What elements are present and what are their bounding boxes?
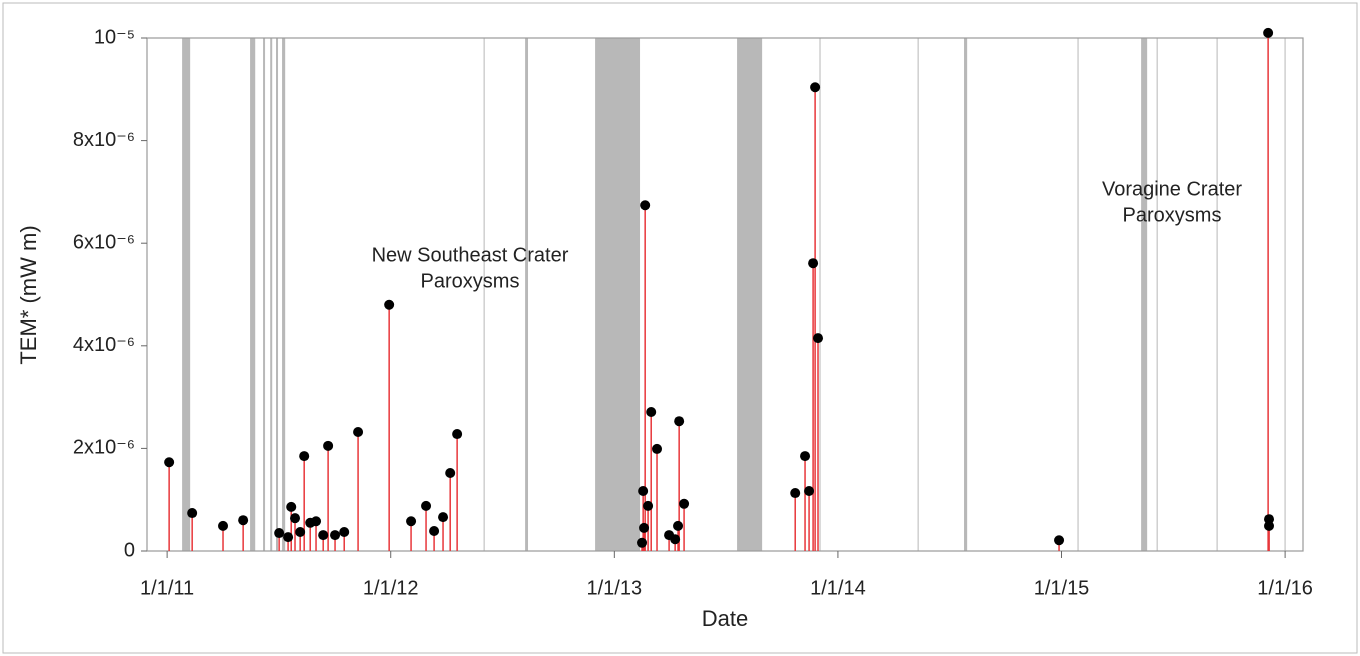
marker (339, 527, 350, 538)
shaded-period (282, 38, 286, 551)
y-tick-label: 4x10⁻⁶ (73, 334, 135, 356)
marker (452, 429, 463, 440)
x-tick-label: 1/1/12 (363, 577, 419, 599)
shaded-period (525, 38, 529, 551)
marker (384, 299, 395, 310)
marker (290, 513, 301, 524)
marker (637, 537, 648, 548)
marker (330, 530, 341, 541)
y-tick-label: 8x10⁻⁶ (73, 129, 135, 151)
x-tick-label: 1/1/15 (1034, 577, 1090, 599)
y-axis-label: TEM* (mW m) (16, 225, 41, 364)
marker (323, 440, 334, 451)
marker (445, 468, 456, 479)
shaded-period (263, 38, 266, 551)
marker (674, 416, 685, 427)
x-tick-label: 1/1/14 (810, 577, 866, 599)
shaded-period (737, 38, 763, 551)
marker (790, 488, 801, 499)
marker (639, 522, 650, 533)
y-tick-label: 6x10⁻⁶ (73, 231, 135, 253)
marker (679, 498, 690, 509)
marker (238, 515, 249, 526)
x-tick-label: 1/1/16 (1257, 577, 1313, 599)
marker (800, 451, 811, 462)
marker (808, 258, 819, 269)
marker (640, 200, 651, 211)
marker (646, 406, 657, 417)
marker (643, 500, 654, 511)
marker (318, 530, 329, 541)
y-tick-label: 0 (124, 539, 135, 561)
marker (673, 520, 684, 531)
marker (438, 512, 449, 523)
annotation: Voragine Crater (1102, 178, 1242, 200)
annotation: Paroxysms (1123, 204, 1222, 226)
shaded-period (250, 38, 256, 551)
shaded-period (270, 38, 273, 551)
marker (813, 333, 824, 344)
marker (429, 525, 440, 536)
y-tick-label: 2x10⁻⁶ (73, 437, 135, 459)
x-tick-label: 1/1/13 (587, 577, 643, 599)
marker (670, 534, 681, 545)
y-tick-label: 10⁻⁵ (94, 26, 135, 48)
marker (286, 501, 297, 512)
marker (652, 443, 663, 454)
marker (283, 532, 294, 543)
marker (311, 516, 322, 527)
plot-frame (146, 37, 1304, 552)
marker (421, 500, 432, 511)
shaded-period (964, 38, 968, 551)
shaded-period (182, 38, 191, 551)
marker (295, 527, 306, 538)
shaded-period (276, 38, 279, 551)
marker (218, 520, 229, 531)
marker (187, 508, 198, 519)
marker (353, 426, 364, 437)
marker (810, 82, 821, 93)
annotation: Paroxysms (421, 270, 520, 292)
marker (274, 528, 285, 539)
x-axis-label: Date (702, 606, 748, 631)
annotation: New Southeast Crater (372, 244, 569, 266)
marker (804, 485, 815, 496)
marker (1263, 27, 1274, 38)
shaded-period (595, 38, 641, 551)
marker (299, 451, 310, 462)
marker (406, 516, 417, 527)
shaded-period (1141, 38, 1148, 551)
marker (164, 457, 175, 468)
marker (638, 485, 649, 496)
marker (1054, 535, 1065, 546)
marker (1264, 520, 1275, 531)
x-tick-label: 1/1/11 (140, 577, 194, 599)
